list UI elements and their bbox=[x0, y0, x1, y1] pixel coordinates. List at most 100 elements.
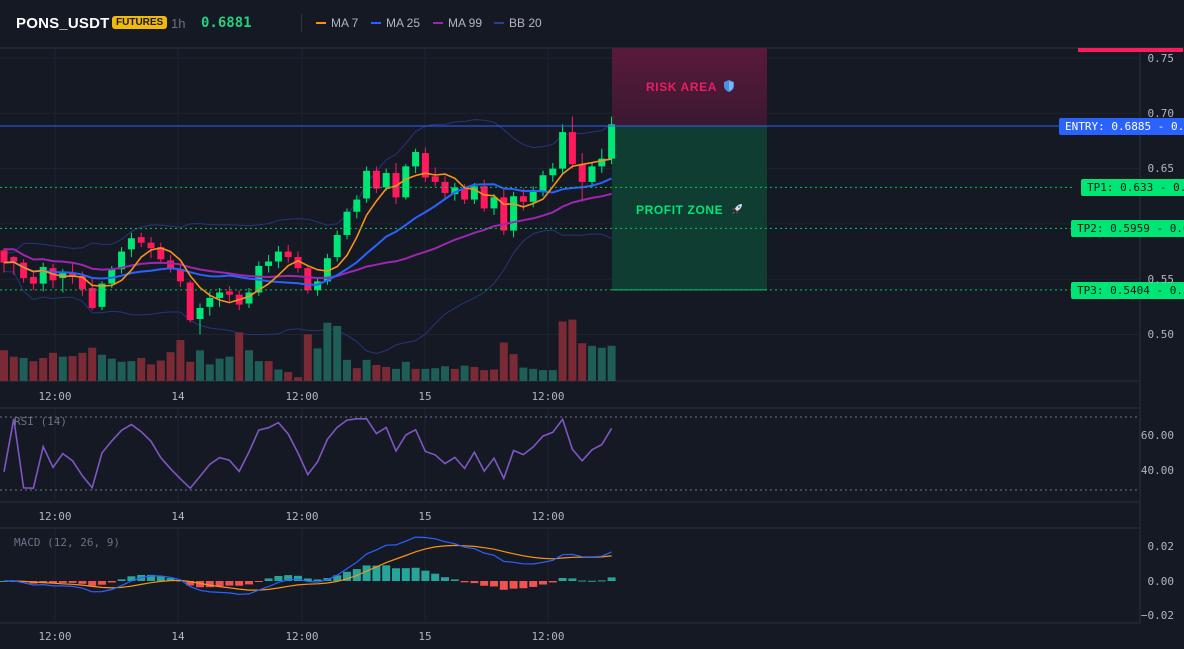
volume-bar bbox=[519, 367, 528, 381]
candle-body bbox=[539, 175, 547, 192]
trade-zones bbox=[612, 48, 767, 291]
candle-body bbox=[549, 168, 557, 176]
macd-histogram-bar bbox=[49, 581, 57, 584]
time-axis-label: 12:00 bbox=[285, 510, 319, 523]
volume-bar bbox=[450, 368, 459, 381]
candle-body bbox=[0, 250, 8, 263]
chart-grid bbox=[0, 47, 1184, 624]
volume-bar bbox=[176, 340, 185, 381]
volume-bar bbox=[441, 366, 449, 381]
legend-ma7[interactable]: MA 7 bbox=[316, 16, 358, 30]
time-axis-label: 15 bbox=[418, 510, 432, 523]
tp3-tag: TP3: 0.5404 - 0.54 bbox=[1071, 282, 1184, 299]
macd-histogram-bar bbox=[78, 581, 87, 584]
time-axis-label: 12:00 bbox=[531, 510, 565, 523]
ma7-line bbox=[3, 158, 612, 304]
candle-body bbox=[402, 166, 410, 198]
macd-histogram-bar bbox=[58, 581, 67, 583]
macd-title[interactable]: MACD (12, 26, 9) bbox=[14, 536, 120, 549]
macd-axis-label: 0.00 bbox=[1147, 575, 1175, 588]
candle-body bbox=[167, 260, 175, 270]
macd-histogram-bar bbox=[588, 580, 596, 582]
macd-histogram-bar bbox=[509, 581, 518, 589]
volume-bar bbox=[88, 347, 97, 381]
candle-body bbox=[608, 124, 616, 159]
macd-histogram-bar bbox=[382, 565, 391, 581]
volume-bar bbox=[215, 358, 224, 381]
volume-bar bbox=[156, 360, 165, 381]
macd-histogram-bar bbox=[225, 581, 234, 586]
macd-histogram-bar bbox=[392, 568, 400, 581]
candle-body bbox=[304, 268, 312, 291]
candle-body bbox=[461, 188, 469, 200]
candle-body bbox=[519, 196, 527, 202]
time-axis-label: 12:00 bbox=[285, 390, 319, 403]
macd-histogram-bar bbox=[558, 578, 567, 581]
candle-body bbox=[353, 199, 361, 212]
macd-histogram-bar bbox=[578, 580, 587, 582]
symbol-name[interactable]: PONS_USDT bbox=[16, 15, 110, 32]
macd-histogram-bar bbox=[39, 581, 48, 583]
candle-body bbox=[216, 292, 224, 299]
legend-ma99[interactable]: MA 99 bbox=[433, 16, 482, 30]
legend-ma25[interactable]: MA 25 bbox=[371, 16, 420, 30]
risk-area-text: RISK AREA bbox=[646, 80, 717, 94]
volume-bar bbox=[470, 366, 479, 381]
rsi-axis-label: 60.00 bbox=[1140, 429, 1174, 442]
candle-body bbox=[382, 173, 390, 188]
macd-histogram-bar bbox=[254, 581, 263, 582]
candle-body bbox=[29, 276, 37, 284]
volume-bar bbox=[147, 364, 155, 381]
volume-bar bbox=[196, 350, 204, 381]
candle-body bbox=[108, 269, 116, 284]
volume-bar bbox=[294, 377, 302, 381]
volume-bar bbox=[29, 361, 38, 381]
rsi-title[interactable]: RSI (14) bbox=[14, 415, 67, 428]
volume-bars bbox=[0, 319, 616, 381]
macd-histogram-bar bbox=[205, 581, 214, 588]
candle-body bbox=[451, 187, 459, 195]
macd-histogram-bar bbox=[568, 578, 577, 581]
time-axis-label: 15 bbox=[418, 390, 432, 403]
candle-body bbox=[59, 272, 67, 279]
macd-histogram-bar bbox=[597, 580, 606, 582]
time-axis-label: 12:00 bbox=[38, 510, 72, 523]
risk-area-zone bbox=[612, 48, 767, 127]
time-axis-label: 12:00 bbox=[38, 630, 72, 643]
macd-histogram-bar bbox=[166, 578, 175, 581]
volume-bar bbox=[548, 370, 557, 381]
macd-histogram-bar bbox=[274, 575, 283, 581]
volume-bar bbox=[588, 345, 596, 381]
legend-bb20[interactable]: BB 20 bbox=[494, 16, 542, 30]
candle-body bbox=[69, 272, 77, 277]
macd-histogram-bar bbox=[117, 579, 126, 581]
volume-bar bbox=[568, 319, 577, 381]
volume-bar bbox=[313, 348, 322, 381]
candle-body bbox=[20, 262, 28, 279]
volume-bar bbox=[58, 356, 67, 381]
macd-histogram-bar bbox=[490, 581, 498, 587]
volume-bar bbox=[343, 359, 351, 381]
macd-histogram-bar bbox=[343, 571, 351, 581]
volume-bar bbox=[607, 345, 616, 381]
volume-bar bbox=[235, 332, 244, 381]
candle-body bbox=[490, 197, 498, 209]
tp2-tag: TP2: 0.5959 - 0.60 bbox=[1071, 220, 1184, 237]
volume-bar bbox=[323, 322, 332, 381]
macd-histogram-bar bbox=[480, 581, 489, 586]
volume-bar bbox=[597, 347, 606, 381]
rsi-panel bbox=[0, 416, 1140, 491]
time-axis-label: 15 bbox=[418, 630, 432, 643]
volume-bar bbox=[98, 354, 106, 381]
macd-axis-label: 0.02 bbox=[1147, 540, 1175, 553]
candle-body bbox=[500, 197, 508, 231]
macd-histogram-bar bbox=[107, 581, 116, 583]
bb20-swatch bbox=[494, 22, 504, 24]
timeframe-selector[interactable]: 1h bbox=[171, 16, 186, 31]
candle-body bbox=[294, 257, 302, 269]
volume-bar bbox=[558, 321, 567, 381]
bollinger-bands bbox=[3, 119, 612, 355]
candle-body bbox=[186, 282, 194, 321]
candlesticks bbox=[0, 116, 616, 335]
